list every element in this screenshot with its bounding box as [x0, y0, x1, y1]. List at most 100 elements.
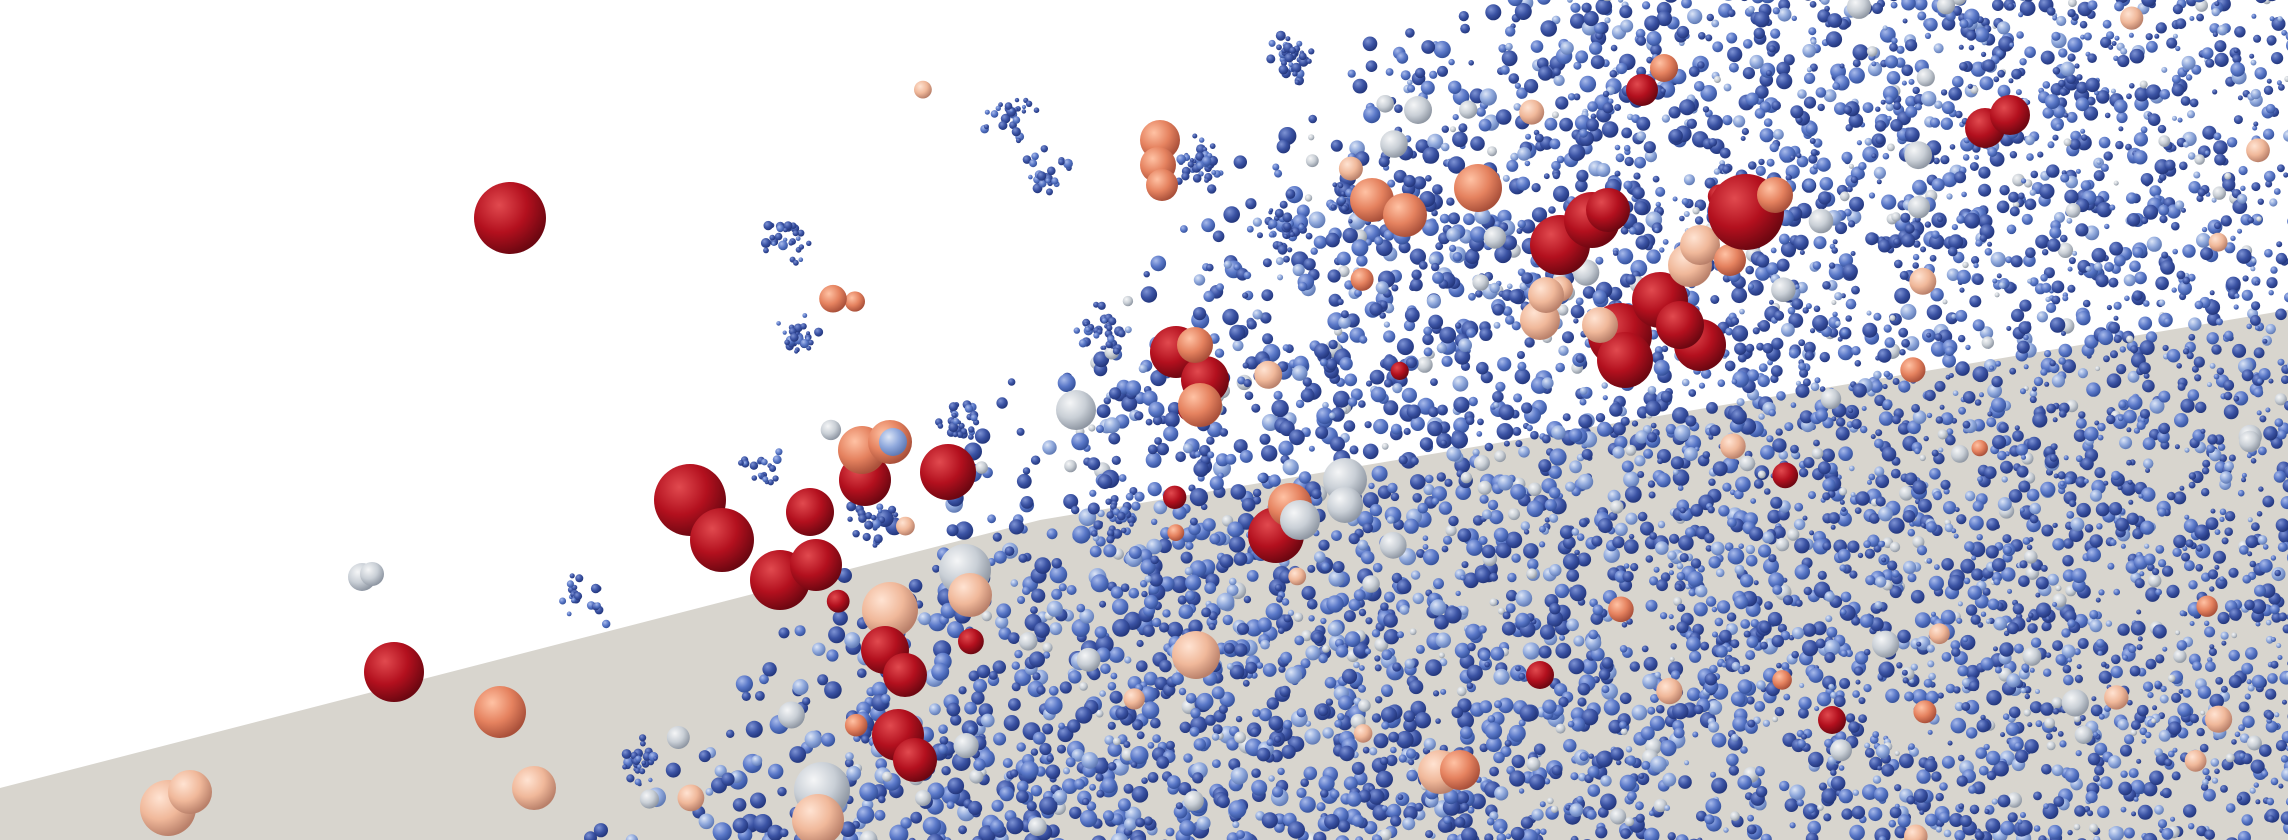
particle — [2058, 79, 2066, 88]
particle — [2202, 459, 2211, 468]
particle — [2258, 368, 2271, 381]
particle — [1482, 509, 1492, 520]
particle — [2061, 628, 2071, 638]
particle — [1365, 60, 1378, 72]
particle — [2225, 753, 2235, 763]
particle — [1371, 465, 1388, 482]
particle — [1243, 271, 1252, 280]
particle — [1635, 813, 1645, 823]
particle — [1494, 700, 1502, 709]
particle — [1144, 575, 1152, 583]
particle — [1614, 522, 1628, 537]
particle — [1677, 603, 1686, 613]
particle — [1594, 22, 1605, 34]
particle — [1278, 440, 1294, 456]
particle — [1351, 239, 1369, 257]
particle — [2282, 699, 2287, 705]
particle — [1136, 731, 1145, 740]
particle — [1030, 455, 1041, 465]
particle — [1802, 44, 1816, 58]
particle — [1875, 429, 1883, 437]
particle — [1617, 0, 1624, 3]
particle — [2220, 685, 2228, 693]
particle — [735, 675, 754, 693]
particle — [1649, 715, 1665, 732]
particle — [2018, 12, 2024, 18]
particle — [2019, 507, 2025, 513]
particle — [1672, 196, 1678, 202]
particle — [1448, 212, 1460, 225]
particle — [2177, 117, 2183, 123]
particle — [2200, 428, 2206, 434]
particle — [1524, 160, 1531, 167]
particle — [1457, 528, 1472, 543]
particle — [2084, 524, 2094, 533]
particle — [2196, 13, 2205, 22]
particle — [1845, 315, 1852, 322]
particle — [1619, 692, 1632, 705]
particle — [1287, 609, 1295, 617]
particle — [1324, 676, 1337, 689]
particle — [1612, 536, 1625, 549]
particle — [1816, 692, 1832, 707]
particle — [2224, 461, 2234, 472]
particle — [1979, 326, 1994, 340]
particle — [1897, 629, 1911, 644]
particle — [1813, 439, 1820, 447]
particle — [1096, 425, 1104, 433]
particle — [1823, 639, 1841, 656]
particle — [1551, 425, 1566, 440]
particle — [1359, 665, 1365, 671]
particle — [2023, 334, 2029, 341]
particle — [2269, 16, 2275, 22]
particle — [2246, 735, 2262, 751]
particle — [2007, 588, 2013, 594]
particle — [726, 729, 735, 738]
particle — [2195, 564, 2203, 572]
particle — [1569, 584, 1587, 602]
particle — [1659, 247, 1665, 253]
particle — [1972, 273, 1984, 285]
particle — [1740, 746, 1748, 754]
particle — [1227, 521, 1243, 538]
particle — [1916, 545, 1928, 556]
particle — [2097, 805, 2110, 818]
particle — [1089, 489, 1097, 497]
particle — [1557, 304, 1569, 316]
particle — [1801, 733, 1807, 740]
particle — [2026, 544, 2033, 551]
particle — [2239, 733, 2250, 743]
particle — [1839, 63, 1845, 69]
particle — [2203, 788, 2216, 802]
particle — [1924, 17, 1938, 32]
particle — [2233, 304, 2239, 310]
particle — [2219, 576, 2225, 582]
particle — [1308, 615, 1315, 622]
particle — [2045, 652, 2052, 658]
particle — [1295, 399, 1305, 409]
particle — [1740, 136, 1746, 141]
particle — [2029, 701, 2043, 714]
particle — [1796, 152, 1802, 159]
particle — [1708, 434, 1714, 440]
particle — [1645, 555, 1654, 563]
particle — [2040, 50, 2055, 65]
particle — [2271, 52, 2284, 65]
particle — [2028, 612, 2034, 619]
particle — [1587, 765, 1600, 778]
particle — [2115, 140, 2124, 150]
particle — [1900, 212, 1911, 223]
particle — [1524, 79, 1539, 94]
particle — [1016, 790, 1029, 804]
particle — [1347, 69, 1356, 78]
particle — [1940, 479, 1951, 490]
particle — [1737, 775, 1752, 790]
particle — [1032, 672, 1041, 681]
particle — [1730, 639, 1740, 649]
particle — [2194, 374, 2202, 382]
particle — [1383, 321, 1390, 328]
particle — [2145, 33, 2153, 41]
particle — [1623, 144, 1631, 152]
particle — [1781, 323, 1795, 337]
particle — [2140, 173, 2154, 186]
